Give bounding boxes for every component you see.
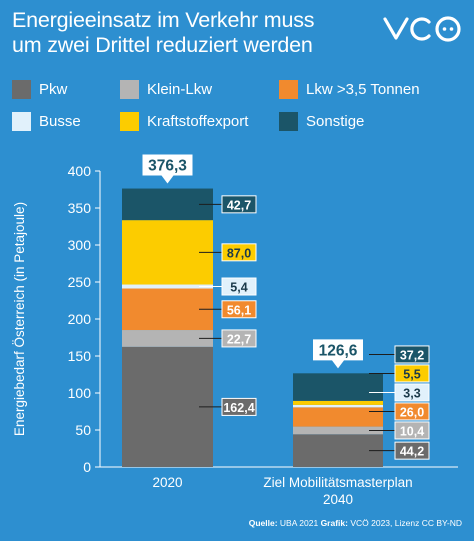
y-tick-label-400: 400: [68, 163, 92, 179]
chart-title: Energieeinsatz im Verkehr muss um zwei D…: [12, 8, 382, 58]
bar-segment-1-2: [293, 407, 383, 427]
data-label-1-5: 37,2: [400, 348, 424, 362]
data-label-box-1-4: [394, 364, 430, 383]
logo-c-mark: [410, 17, 431, 41]
data-label-box-1-0: [394, 441, 430, 460]
logo-o-mark: [435, 16, 461, 42]
bar-segment-1-5: [293, 373, 383, 401]
data-label-1-1: 10,4: [400, 424, 424, 438]
legend-label-kraftstoffexport: Kraftstoffexport: [147, 113, 249, 130]
bar-segment-1-0: [293, 434, 383, 467]
data-label-box-0-4: [221, 243, 257, 262]
legend-swatch-kraftstoffexport: [120, 112, 139, 131]
data-label-box-1-3: [394, 383, 430, 402]
x-category-label-0-0: 2020: [152, 475, 182, 490]
y-tick-label-200: 200: [68, 311, 92, 327]
data-label-box-0-0: [221, 397, 257, 416]
data-label-1-2: 26,0: [400, 405, 424, 419]
data-label-box-0-2: [221, 300, 257, 319]
title-line-1: Energieeinsatz im Verkehr muss: [12, 8, 315, 32]
y-tick-label-250: 250: [68, 274, 92, 290]
x-category-label-1-0: Ziel Mobilitätsmasterplan: [263, 475, 412, 490]
y-tick-label-100: 100: [68, 385, 92, 401]
data-label-box-1-1: [394, 421, 430, 440]
legend-swatch-sonstige: [279, 112, 298, 131]
legend-swatch-lkw: [279, 80, 298, 99]
bar-segment-1-3: [293, 404, 383, 408]
bar-segment-0-0: [122, 346, 213, 467]
data-label-1-3: 3,3: [403, 386, 420, 400]
y-axis-label: Energiebedarf Österreich (in Petajoule): [12, 202, 27, 436]
legend-label-busse: Busse: [39, 113, 81, 130]
legend-label-pkw: Pkw: [39, 81, 68, 98]
data-label-box-1-5: [394, 345, 430, 364]
data-label-1-0: 44,2: [400, 445, 424, 459]
legend-swatch-pkw: [12, 80, 31, 99]
data-label-0-1: 22,7: [227, 332, 251, 346]
graphic-value: VCÖ 2023, Lizenz CC BY-ND: [350, 518, 462, 528]
y-tick-label-50: 50: [75, 422, 91, 438]
total-value-1: 126,6: [319, 342, 358, 359]
legend-label-klein-lkw: Klein-Lkw: [147, 81, 213, 98]
legend-label-sonstige: Sonstige: [306, 113, 365, 130]
bar-segment-0-1: [122, 330, 213, 347]
graphic-label: Grafik:: [320, 518, 348, 528]
bar-segment-0-5: [122, 188, 213, 221]
logo-o-dot-right: [449, 27, 454, 31]
total-callout-1: [313, 339, 363, 369]
data-label-0-0: 162,4: [223, 401, 254, 415]
logo-o-dot-left: [442, 27, 447, 31]
bar-segment-0-4: [122, 220, 213, 285]
legend-swatch-busse: [12, 112, 31, 131]
x-category-label-1-1: 2040: [323, 492, 353, 507]
legend-label-lkw: Lkw >3,5 Tonnen: [306, 81, 420, 98]
total-callout-0: [142, 154, 193, 184]
total-value-0: 376,3: [148, 158, 187, 175]
data-label-0-3: 5,4: [230, 281, 247, 295]
bar-segment-0-2: [122, 288, 213, 331]
y-tick-label-150: 150: [68, 348, 92, 364]
data-label-0-2: 56,1: [227, 303, 251, 317]
bar-segment-1-1: [293, 426, 383, 435]
y-tick-label-300: 300: [68, 237, 92, 253]
source-note: Quelle: UBA 2021 Grafik: VCÖ 2023, Lizen…: [249, 518, 462, 528]
logo-v-mark: [383, 17, 409, 40]
y-tick-label-350: 350: [68, 200, 92, 216]
y-tick-label-0: 0: [83, 459, 91, 475]
vco-logo: [383, 16, 461, 42]
source-value: UBA 2021: [279, 518, 319, 528]
data-label-box-1-2: [394, 402, 430, 421]
data-label-0-4: 87,0: [227, 246, 251, 260]
legend-swatch-klein-lkw: [120, 80, 139, 99]
title-line-2: um zwei Drittel reduziert werden: [12, 33, 313, 57]
data-label-1-4: 5,5: [403, 367, 420, 381]
bar-segment-1-4: [293, 400, 383, 405]
data-label-box-0-3: [221, 277, 257, 296]
bar-segment-0-3: [122, 284, 213, 289]
data-label-box-0-1: [221, 329, 257, 348]
source-label: Quelle:: [248, 518, 278, 528]
data-label-box-0-5: [221, 195, 257, 214]
data-label-0-5: 42,7: [227, 198, 251, 212]
